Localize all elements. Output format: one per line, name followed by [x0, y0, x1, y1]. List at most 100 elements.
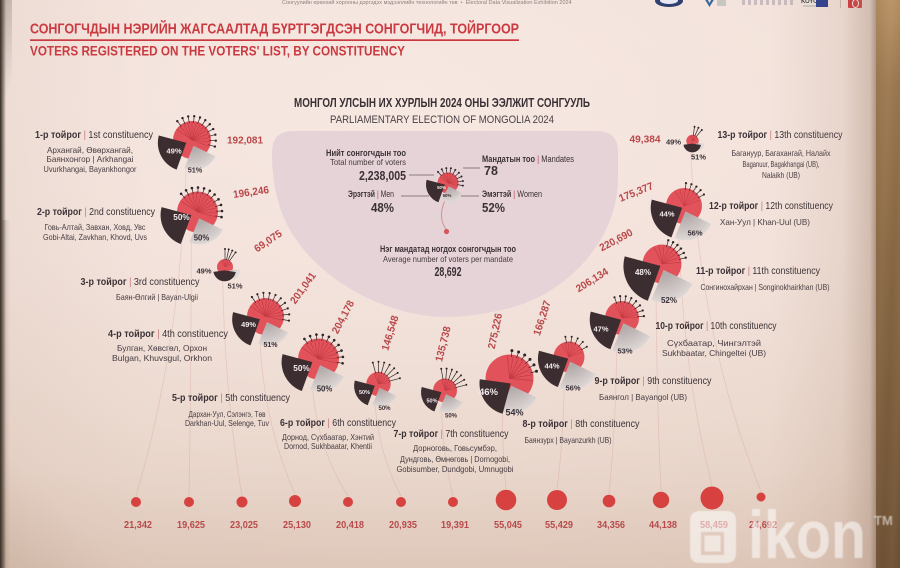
svg-text:6-р тойрог | 6th constituency: 6-р тойрог | 6th constituency — [280, 417, 397, 429]
svg-text:56%: 56% — [565, 384, 580, 393]
svg-text:9-р тойрог | 9th constituency: 9-р тойрог | 9th constituency — [595, 375, 713, 387]
svg-text:135,738: 135,738 — [433, 325, 453, 363]
svg-text:VOTERS REGISTERED ON THE VOTER: VOTERS REGISTERED ON THE VOTERS' LIST, B… — [30, 43, 406, 59]
svg-text:Баянгол | Bayangol (UB): Баянгол | Bayangol (UB) — [599, 392, 687, 402]
svg-text:Дархан-Уул, Сэлэнгэ, Төв: Дархан-Уул, Сэлэнгэ, Төв — [189, 409, 266, 419]
svg-text:50%: 50% — [359, 390, 370, 396]
svg-text:19,625: 19,625 — [177, 520, 205, 531]
svg-text:146,548: 146,548 — [379, 314, 401, 352]
svg-text:34,356: 34,356 — [597, 520, 625, 531]
svg-text:1-р тойрог | 1st constituency: 1-р тойрог | 1st constituency — [35, 129, 154, 141]
svg-text:49%: 49% — [666, 138, 681, 147]
svg-text:Nalaikh (UB): Nalaikh (UB) — [762, 170, 800, 180]
svg-text:10-р тойрог | 10th constituenc: 10-р тойрог | 10th constituency — [656, 320, 778, 332]
svg-text:Эрэгтэй | Men: Эрэгтэй | Men — [348, 189, 394, 199]
svg-text:28,692: 28,692 — [435, 265, 462, 279]
svg-text:7-р тойрог | 7th constituency: 7-р тойрог | 7th constituency — [394, 428, 510, 440]
svg-text:50%: 50% — [293, 364, 310, 373]
svg-text:Архангай, Өвөрхангай,: Архангай, Өвөрхангай, — [47, 145, 133, 155]
svg-text:49,384: 49,384 — [630, 134, 661, 146]
svg-text:Хан-Уул | Khan-Uul (UB): Хан-Уул | Khan-Uul (UB) — [720, 217, 810, 227]
svg-text:51%: 51% — [691, 153, 706, 162]
svg-text:TM: TM — [874, 513, 893, 528]
svg-text:Average number of voters per m: Average number of voters per mandate — [383, 254, 513, 264]
svg-text:50%: 50% — [443, 193, 452, 198]
svg-text:69,075: 69,075 — [252, 228, 285, 255]
svg-text:52%: 52% — [661, 296, 677, 305]
svg-text:206,134: 206,134 — [574, 266, 611, 295]
svg-text:25,130: 25,130 — [283, 520, 311, 531]
svg-text:Gobi-Altai, Zavkhan, Khovd, Uv: Gobi-Altai, Zavkhan, Khovd, Uvs — [43, 232, 147, 242]
svg-text:Сонгинохайрхан | Songinokhairk: Сонгинохайрхан | Songinokhairkhan (UB) — [701, 282, 830, 292]
svg-text:Дорноговь, Говьсумбэр,: Дорноговь, Говьсумбэр, — [413, 443, 497, 453]
svg-text:50%: 50% — [445, 414, 458, 420]
svg-text:44%: 44% — [544, 362, 559, 371]
svg-text:20,935: 20,935 — [389, 520, 417, 531]
svg-text:4-р тойрог | 4th constituency: 4-р тойрог | 4th constituency — [108, 328, 229, 340]
svg-text:Баян-Өлгий | Bayan-Ulgii: Баян-Өлгий | Bayan-Ulgii — [116, 292, 198, 302]
svg-text:Bulgan, Khuvsgul, Orkhon: Bulgan, Khuvsgul, Orkhon — [112, 353, 212, 363]
svg-text:Мандатын тоо | Mandates: Мандатын тоо | Mandates — [482, 154, 574, 164]
svg-text:Эмэгтэй | Women: Эмэгтэй | Women — [482, 189, 542, 199]
svg-text:201,041: 201,041 — [288, 270, 319, 306]
svg-text:8-р тойрог | 8th constituency: 8-р тойрог | 8th constituency — [523, 418, 641, 430]
svg-text:Darkhan-Uul, Selenge, Tuv: Darkhan-Uul, Selenge, Tuv — [185, 418, 270, 428]
svg-text:48%: 48% — [635, 268, 651, 277]
svg-text:51%: 51% — [263, 342, 278, 349]
svg-text:Нэг мандатад ногдох сонгогчдын: Нэг мандатад ногдох сонгогчдын тоо — [380, 244, 516, 254]
svg-text:44%: 44% — [659, 210, 674, 219]
svg-text:50%: 50% — [194, 234, 210, 243]
svg-text:56%: 56% — [687, 229, 702, 238]
svg-text:Нийт сонгогчдын тоо: Нийт сонгогчдын тоо — [326, 148, 406, 158]
svg-text:20,418: 20,418 — [336, 520, 364, 531]
svg-text:55,429: 55,429 — [545, 520, 573, 531]
svg-text:49%: 49% — [241, 320, 256, 329]
svg-text:49%: 49% — [166, 147, 181, 156]
svg-text:44,138: 44,138 — [649, 520, 677, 531]
svg-text:23,025: 23,025 — [230, 520, 258, 531]
svg-text:192,081: 192,081 — [227, 135, 263, 147]
svg-text:5-р тойрог | 5th constituency: 5-р тойрог | 5th constituency — [172, 392, 291, 404]
svg-text:Говь-Алтай, Завхан, Ховд, Увс: Говь-Алтай, Завхан, Ховд, Увс — [45, 222, 147, 232]
svg-text:11-р тойрог | 11th constituenc: 11-р тойрог | 11th constituency — [696, 265, 821, 277]
svg-text:50%: 50% — [317, 385, 333, 394]
svg-text:24,692: 24,692 — [749, 520, 777, 531]
svg-text:2,238,005: 2,238,005 — [359, 169, 406, 183]
svg-text:78: 78 — [484, 164, 498, 178]
svg-text:Булган, Хөвсгөл, Орхон: Булган, Хөвсгөл, Орхон — [117, 343, 207, 353]
svg-text:Дорнод, Сүхбаатар, Хэнтий: Дорнод, Сүхбаатар, Хэнтий — [282, 432, 374, 442]
svg-text:Баянзурх | Bayanzurkh (UB): Баянзурх | Bayanzurkh (UB) — [525, 435, 612, 445]
svg-text:2-р тойрог | 2nd constituency: 2-р тойрог | 2nd constituency — [37, 206, 156, 218]
svg-text:Baganuur, Bagakhangai (UB),: Baganuur, Bagakhangai (UB), — [743, 159, 820, 169]
svg-text:21,342: 21,342 — [124, 520, 152, 531]
svg-text:196,246: 196,246 — [232, 184, 269, 201]
svg-text:3-р тойрог | 3rd constituency: 3-р тойрог | 3rd constituency — [81, 276, 201, 288]
svg-text:Gobisumber, Dundgobi, Umnugobi: Gobisumber, Dundgobi, Umnugobi — [397, 464, 514, 474]
svg-text:Дундговь, Өмнөговь | Dornogobi: Дундговь, Өмнөговь | Dornogobi, — [400, 454, 510, 464]
svg-text:54%: 54% — [505, 408, 523, 418]
svg-text:175,377: 175,377 — [617, 180, 655, 205]
svg-text:46%: 46% — [479, 387, 499, 398]
svg-text:50%: 50% — [437, 185, 446, 190]
svg-text:55,045: 55,045 — [494, 520, 522, 531]
svg-text:Баянхонгор | Arkhangai: Баянхонгор | Arkhangai — [47, 154, 134, 164]
svg-text:50%: 50% — [173, 213, 190, 222]
svg-text:53%: 53% — [617, 347, 632, 356]
svg-text:275,226: 275,226 — [486, 312, 505, 350]
svg-text:Sukhbaatar, Chingeltei (UB): Sukhbaatar, Chingeltei (UB) — [662, 348, 766, 358]
svg-text:166,287: 166,287 — [531, 299, 554, 337]
svg-text:204,178: 204,178 — [330, 298, 358, 336]
svg-text:50%: 50% — [426, 398, 437, 404]
svg-text:49%: 49% — [196, 267, 211, 276]
svg-text:СОНГОГЧДЫН НЭРИЙН ЖАГСААЛТАД Б: СОНГОГЧДЫН НЭРИЙН ЖАГСААЛТАД БҮРТГЭГДСЭН… — [30, 20, 519, 38]
svg-text:Сүхбаатар, Чингэлтэй: Сүхбаатар, Чингэлтэй — [667, 338, 761, 348]
svg-text:PARLIAMENTARY ELECTION OF MONG: PARLIAMENTARY ELECTION OF MONGOLIA 2024 — [330, 114, 554, 126]
svg-text:Uvurkhangai, Bayankhongor: Uvurkhangai, Bayankhongor — [44, 164, 137, 174]
svg-text:47%: 47% — [593, 325, 608, 334]
svg-text:52%: 52% — [482, 201, 505, 215]
svg-text:13-р тойрог | 13th constituenc: 13-р тойрог | 13th constituency — [718, 129, 844, 141]
svg-text:Dornod, Sukhbaatar, Khentii: Dornod, Sukhbaatar, Khentii — [284, 441, 372, 451]
svg-text:Багануур, Багахангай, Налайх: Багануур, Багахангай, Налайх — [732, 148, 832, 158]
svg-text:МОНГОЛ УЛСЫН ИХ ХУРЛЫН 2024 ОН: МОНГОЛ УЛСЫН ИХ ХУРЛЫН 2024 ОНЫ ЭЭЛЖИТ С… — [294, 96, 590, 110]
svg-text:51%: 51% — [188, 166, 203, 175]
